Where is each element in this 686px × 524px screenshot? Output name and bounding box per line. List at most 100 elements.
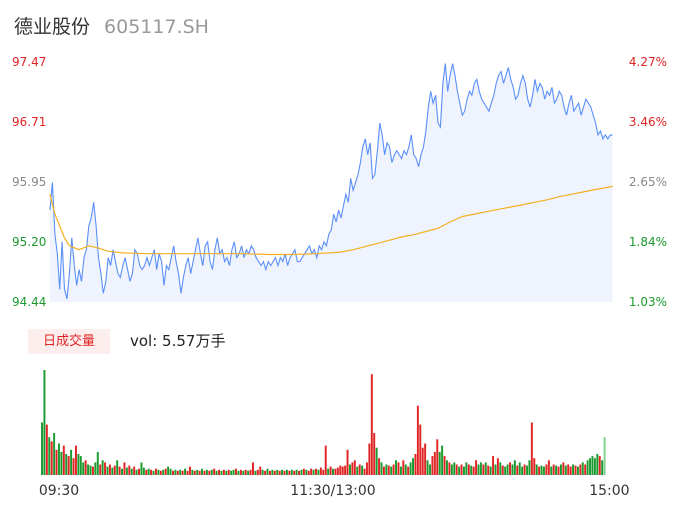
volume-bar	[526, 465, 528, 475]
volume-bar	[380, 462, 383, 475]
volume-bar	[334, 468, 337, 475]
volume-bar	[94, 462, 97, 475]
y-right-tick-label: 3.46%	[629, 115, 667, 129]
volume-bar	[225, 470, 228, 475]
volume-bar	[155, 468, 157, 475]
volume-bar	[528, 460, 531, 475]
volume-bar	[465, 462, 468, 475]
volume-bar	[477, 464, 480, 475]
volume-bar	[104, 462, 107, 475]
x-tick-label: 09:30	[39, 483, 79, 499]
volume-bar	[511, 464, 514, 475]
volume-bar	[329, 466, 332, 475]
volume-bar	[290, 469, 293, 476]
volume-bar	[310, 468, 313, 475]
volume-bar	[506, 464, 509, 475]
volume-bar	[499, 462, 502, 475]
volume-bar	[222, 469, 225, 476]
volume-bar	[48, 437, 51, 475]
volume-bar	[591, 456, 594, 475]
volume-bar	[535, 464, 538, 475]
volume-bar	[232, 469, 235, 476]
volume-bar	[419, 424, 422, 475]
volume-bar	[482, 464, 485, 475]
volume-bar	[55, 449, 58, 475]
volume-bar	[205, 469, 208, 476]
y-right-tick-label: 1.84%	[629, 235, 667, 249]
volume-bar	[196, 469, 199, 476]
volume-bar	[361, 465, 364, 475]
volume-bar	[382, 466, 385, 475]
volume-bar	[584, 464, 587, 475]
volume-bar	[533, 458, 536, 475]
volume-bar	[186, 470, 189, 475]
volume-bar	[344, 465, 347, 475]
volume-bar	[593, 458, 596, 475]
volume-bar	[142, 467, 145, 475]
volume-tag[interactable]: 日成交量	[28, 329, 110, 354]
volume-bar	[317, 469, 320, 476]
volume-bar	[399, 466, 402, 475]
volume-bar	[261, 469, 264, 476]
volume-summary: vol: 5.57万手	[130, 332, 226, 350]
volume-bar	[409, 462, 412, 475]
volume-bar	[353, 460, 356, 475]
volume-bar	[555, 465, 558, 475]
volume-bar	[412, 458, 414, 475]
volume-bar	[487, 465, 490, 475]
volume-bar	[378, 458, 381, 475]
volume-bar	[108, 464, 111, 475]
volume-bar	[356, 466, 359, 475]
volume-bar	[368, 443, 371, 475]
volume-bar	[264, 470, 267, 475]
volume-bar	[518, 462, 521, 475]
volume-bar	[89, 465, 92, 475]
volume-bar	[268, 470, 271, 475]
volume-bar	[305, 469, 308, 476]
volume-bar	[91, 466, 94, 475]
volume-bar	[545, 464, 548, 475]
price-area	[50, 63, 613, 302]
volume-bar	[436, 439, 439, 475]
volume-bar	[402, 460, 405, 475]
volume-bar	[492, 456, 495, 475]
volume-bar	[58, 443, 60, 475]
y-left-tick-label: 96.71	[12, 115, 46, 129]
volume-bar	[589, 458, 592, 475]
volume-bar	[293, 470, 296, 475]
volume-bar	[324, 445, 327, 475]
volume-bar	[496, 458, 499, 475]
volume-bar	[159, 470, 162, 475]
volume-bar	[138, 468, 140, 475]
volume-bar	[438, 451, 441, 475]
volume-bar	[431, 456, 434, 475]
volume-bar	[462, 466, 465, 475]
volume-bar	[521, 466, 524, 475]
volume-bar	[358, 464, 361, 475]
volume-bar	[62, 445, 65, 475]
volume-bar	[424, 443, 427, 475]
volume-bar	[363, 468, 366, 475]
volume-bar	[99, 464, 102, 475]
volume-bar	[426, 460, 429, 475]
volume-bar	[106, 466, 109, 475]
volume-bar	[60, 451, 63, 475]
volume-bar	[443, 456, 446, 475]
volume-bar	[273, 470, 276, 475]
volume-bar	[145, 469, 148, 476]
volume-bar	[516, 465, 519, 475]
volume-bar	[295, 469, 298, 476]
volume-bar	[332, 468, 334, 475]
stock-header: 德业股份 605117.SH	[14, 12, 209, 40]
volume-bar	[41, 422, 43, 475]
volume-bar	[65, 454, 68, 475]
volume-bar	[346, 449, 349, 475]
volume-bar	[249, 469, 252, 476]
volume-bar	[266, 468, 269, 475]
volume-bar	[259, 466, 262, 475]
volume-bar	[501, 465, 504, 475]
volume-bar	[213, 468, 216, 475]
volume-bar	[373, 433, 376, 475]
volume-bar	[397, 462, 400, 475]
volume-bar	[74, 445, 77, 475]
